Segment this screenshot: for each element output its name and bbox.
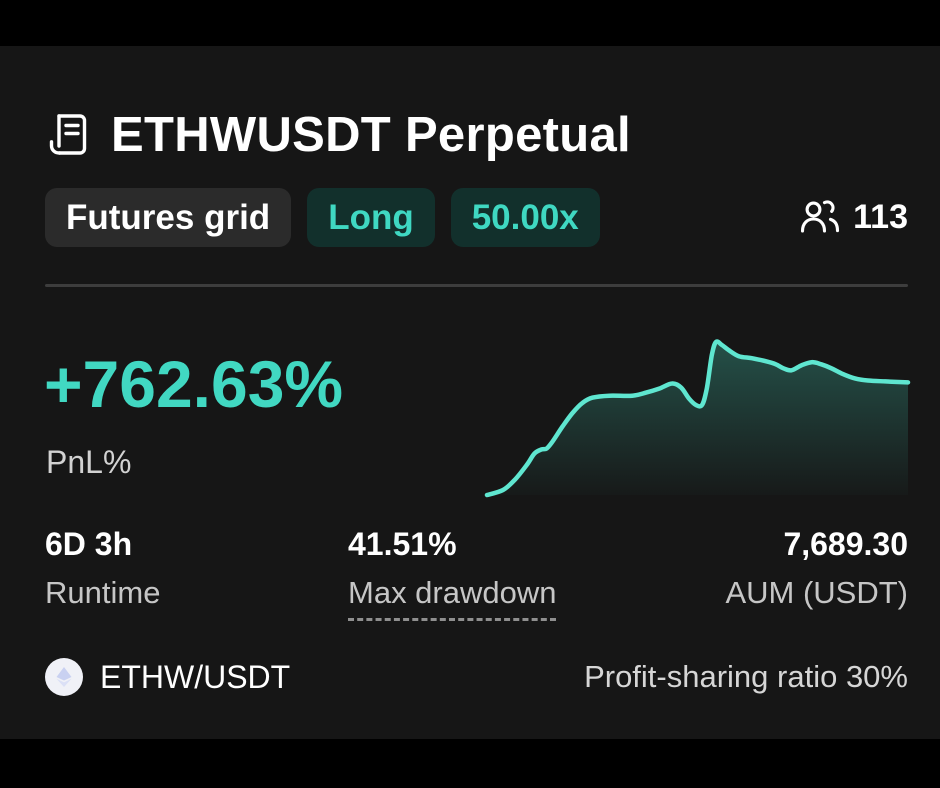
pnl-sparkline bbox=[484, 336, 911, 500]
profit-sharing-ratio: Profit-sharing ratio 30% bbox=[584, 659, 908, 694]
stat-max-drawdown: 41.51% Max drawdown bbox=[348, 526, 557, 622]
card-header: ETHWUSDT Perpetual bbox=[47, 110, 631, 160]
trading-pair: ETHW/USDT bbox=[45, 658, 290, 696]
pnl-label: PnL% bbox=[46, 444, 132, 480]
bot-title: ETHWUSDT Perpetual bbox=[111, 107, 631, 162]
tags-row: Futures grid Long 50.00x 113 bbox=[45, 188, 908, 247]
divider bbox=[45, 284, 908, 287]
runtime-label: Runtime bbox=[45, 574, 161, 610]
contract-icon bbox=[47, 110, 93, 160]
pnl-value: +762.63% bbox=[44, 347, 344, 421]
followers: 113 bbox=[799, 197, 908, 239]
card-footer: ETHW/USDT Profit-sharing ratio 30% bbox=[45, 654, 908, 700]
max-drawdown-label[interactable]: Max drawdown bbox=[348, 575, 557, 622]
tag-futures-grid: Futures grid bbox=[45, 188, 292, 247]
max-drawdown-value: 41.51% bbox=[348, 526, 457, 562]
followers-count: 113 bbox=[853, 198, 908, 236]
users-icon bbox=[801, 199, 840, 233]
trading-bot-card[interactable]: ETHWUSDT Perpetual Futures grid Long 50.… bbox=[0, 46, 940, 739]
trading-pair-label: ETHW/USDT bbox=[100, 658, 291, 695]
tag-long: Long bbox=[307, 188, 435, 247]
stat-runtime: 6D 3h Runtime bbox=[45, 526, 160, 610]
stat-aum: 7,689.30 AUM (USDT) bbox=[725, 526, 908, 610]
runtime-value: 6D 3h bbox=[45, 526, 133, 562]
aum-label: AUM (USDT) bbox=[725, 574, 908, 610]
aum-value: 7,689.30 bbox=[783, 526, 908, 562]
tag-leverage: 50.00x bbox=[450, 188, 600, 247]
ethw-coin-icon bbox=[45, 658, 83, 696]
